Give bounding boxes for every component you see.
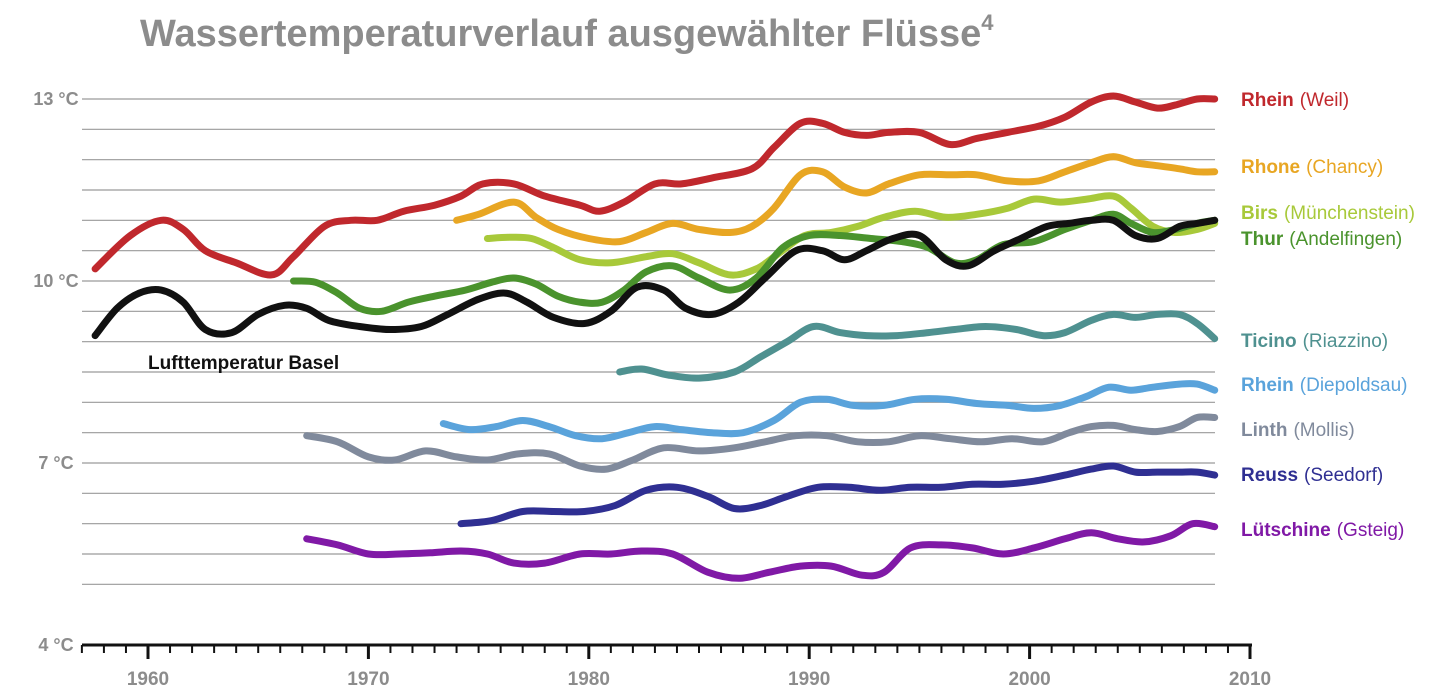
series-line-rhein-diepoldsau [439,380,1219,443]
x-tick-label: 2000 [1008,669,1050,690]
gridlines [82,98,1215,585]
legend-entry: Rhein (Weil) [1241,90,1349,111]
series-lines [91,92,1219,582]
x-tick-label: 1970 [347,669,389,690]
x-tick-label: 1960 [127,669,169,690]
y-tick-label: 10 °C [33,271,78,291]
legend-entry: Reuss (Seedorf) [1241,465,1383,486]
series-line-linth-mollis [303,413,1219,473]
chart-title: Wassertemperaturverlauf ausgewählter Flü… [140,10,994,55]
x-axis: 1960 1970 1980 1990 2000 2010 [80,643,1271,690]
legend-entry: Rhone (Chancy) [1241,157,1383,178]
legend-entry: Lütschine (Gsteig) [1241,520,1404,541]
legend-entry: Ticino (Riazzino) [1241,331,1388,352]
series-line-rhone-chancy [453,153,1219,246]
x-tick-label: 1990 [788,669,830,690]
y-tick-label: 4 °C [38,635,73,655]
x-tick-label: 1980 [568,669,610,690]
y-tick-label: 7 °C [38,453,73,473]
series-line-reuss-seedorf [457,462,1219,528]
series-line-rhein-weil [91,92,1219,279]
series-line-lütschine-gsteig [303,519,1219,582]
series-line-birs-münchenstein [483,192,1219,279]
legend-entry: Birs (Münchenstein) [1241,203,1415,224]
y-tick-label: 13 °C [33,89,78,109]
series-line-ticino-riazzino [616,310,1219,382]
series-line-lufttemperatur-basel [91,215,1219,340]
x-tick-label: 2010 [1229,669,1271,690]
legend-entry: Linth (Mollis) [1241,420,1355,441]
annotation-lufttemperatur-basel: Lufttemperatur Basel [148,353,339,374]
legend: Rhein (Weil) Rhone (Chancy) Birs (Münchenstei… [1241,90,1415,541]
legend-entry: Rhein (Diepoldsau) [1241,375,1408,396]
legend-entry: Thur (Andelfingen) [1241,229,1402,250]
y-axis-tick-labels: 4 °C 7 °C 10 °C 13 °C [33,89,78,655]
